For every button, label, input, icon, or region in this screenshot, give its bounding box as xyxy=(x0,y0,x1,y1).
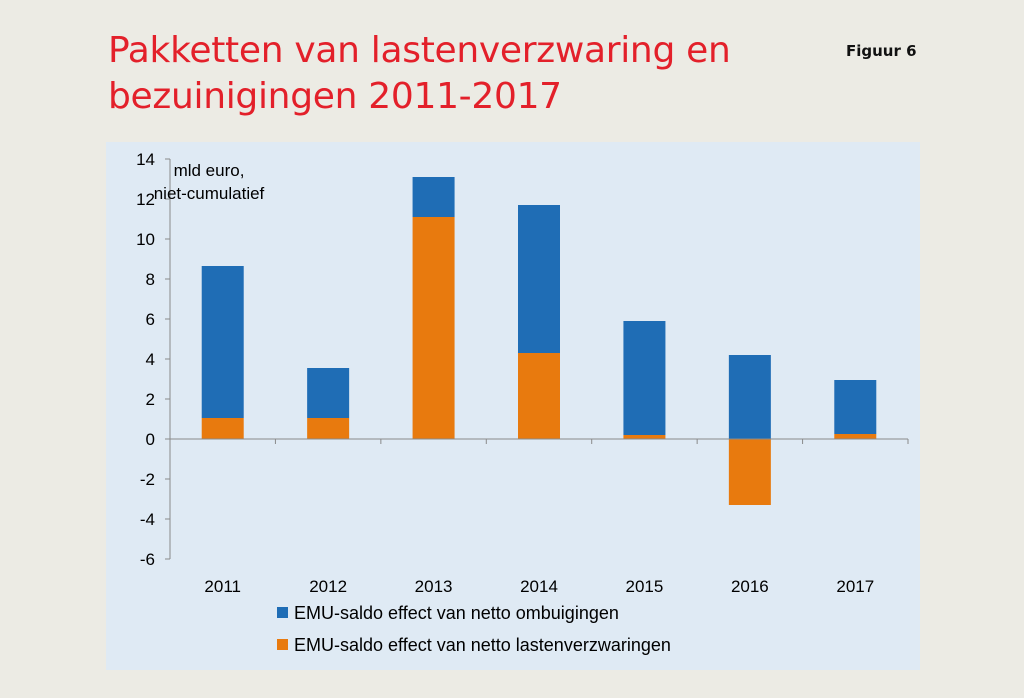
bar-lastenverzwaring xyxy=(201,418,244,439)
x-tick-label: 2011 xyxy=(204,577,241,596)
title-line-2: bezuinigingen 2011-2017 xyxy=(108,76,562,117)
bar-ombuigingen xyxy=(518,205,560,353)
bars xyxy=(201,177,877,505)
y-tick-label: 2 xyxy=(146,390,155,409)
y-axis: 14 12 10 8 6 4 2 0 -2 -4 -6 xyxy=(136,150,171,569)
figure-label: Figuur 6 xyxy=(846,42,917,60)
x-axis: 2011 2012 2013 2014 2015 2016 2017 xyxy=(169,438,909,596)
y-tick-label: 6 xyxy=(146,310,155,329)
legend-label: EMU-saldo effect van netto ombuigingen xyxy=(294,603,619,623)
legend-swatch xyxy=(277,607,288,618)
y-tick-label: 0 xyxy=(146,430,155,449)
bar-lastenverzwaring xyxy=(307,418,350,439)
bar-ombuigingen xyxy=(201,266,244,418)
y-tick-label: 12 xyxy=(136,190,155,209)
unit-label-line-1: mld euro, xyxy=(174,161,245,180)
legend-label: EMU-saldo effect van netto lastenverzwar… xyxy=(294,635,671,655)
chart-title: Pakketten van lastenverzwaring en bezuin… xyxy=(108,28,748,120)
x-tick-label: 2014 xyxy=(520,577,558,596)
y-tick-label: 4 xyxy=(146,350,155,369)
bar-ombuigingen xyxy=(623,321,666,435)
x-tick-label: 2012 xyxy=(309,577,347,596)
legend: EMU-saldo effect van netto ombuigingen EM… xyxy=(277,603,671,655)
x-tick-label: 2017 xyxy=(836,577,874,596)
bar-ombuigingen xyxy=(728,355,771,439)
bar-lastenverzwaring xyxy=(728,439,771,505)
legend-swatch xyxy=(277,639,288,650)
bar-lastenverzwaring xyxy=(412,217,455,439)
x-tick-label: 2015 xyxy=(626,577,664,596)
y-tick-label: -2 xyxy=(140,470,155,489)
bar-lastenverzwaring xyxy=(834,434,877,439)
bar-ombuigingen xyxy=(412,177,455,217)
bar-lastenverzwaring xyxy=(518,353,560,439)
y-tick-label: -6 xyxy=(140,550,155,569)
x-tick-label: 2013 xyxy=(415,577,453,596)
bar-lastenverzwaring xyxy=(623,435,666,439)
title-line-1: Pakketten van lastenverzwaring en xyxy=(108,30,731,71)
y-tick-label: -4 xyxy=(140,510,155,529)
y-tick-label: 10 xyxy=(136,230,155,249)
y-tick-label: 14 xyxy=(136,150,155,169)
bar-ombuigingen xyxy=(307,368,350,418)
chart-panel: 14 12 10 8 6 4 2 0 -2 -4 -6 2011 2012 2013 2014 2015 20… xyxy=(106,142,920,670)
unit-label-line-2: niet-cumulatief xyxy=(154,184,265,203)
y-tick-label: 8 xyxy=(146,270,155,289)
x-tick-label: 2016 xyxy=(731,577,769,596)
bar-ombuigingen xyxy=(834,380,877,434)
